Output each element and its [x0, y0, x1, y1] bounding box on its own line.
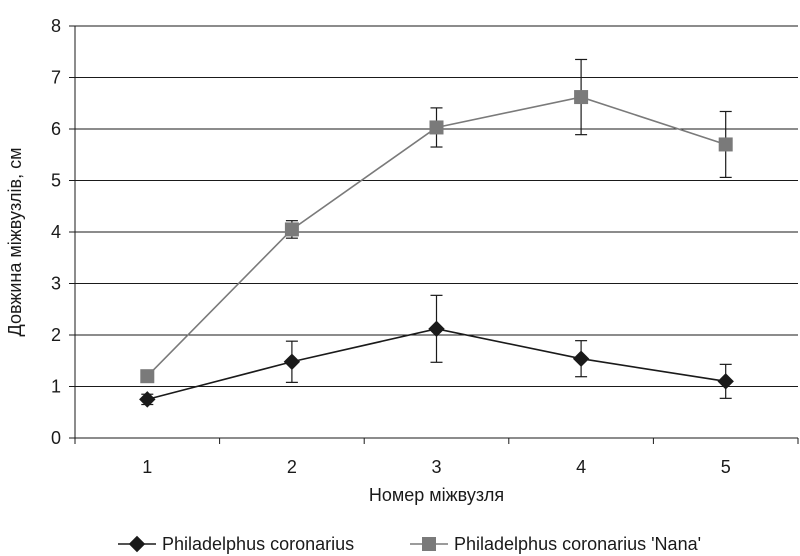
axes: 0 1 2 3 4 5 6 7 8 1 2 3 4 5 — [51, 16, 799, 477]
series-0 — [139, 294, 734, 408]
data-point-0-2 — [428, 320, 445, 338]
data-point-1-1 — [284, 222, 299, 237]
y-tick-label-6: 6 — [51, 119, 61, 139]
x-tick-label-3: 4 — [576, 457, 586, 477]
legend-item-1: Philadelphus coronarius 'Nana' — [410, 534, 701, 554]
x-axis-title: Номер міжвузля — [369, 485, 504, 505]
y-tick-label-8: 8 — [51, 16, 61, 36]
legend-label-1: Philadelphus coronarius 'Nana' — [454, 534, 701, 554]
y-tick-label-1: 1 — [51, 377, 61, 397]
data-point-0-0 — [139, 391, 156, 408]
data-point-1-4 — [718, 137, 733, 152]
data-point-1-3 — [574, 90, 589, 105]
x-tick-label-0: 1 — [142, 457, 152, 477]
data-point-0-1 — [283, 353, 301, 370]
y-tick-label-4: 4 — [51, 222, 61, 242]
legend-marker-1 — [422, 537, 436, 551]
y-axis-title: Довжина міжвузлів, см — [5, 148, 25, 337]
legend-marker-0 — [128, 535, 146, 553]
legend-item-0: Philadelphus coronarius — [118, 534, 354, 554]
y-tick-label-7: 7 — [51, 68, 61, 88]
series-layer — [139, 58, 734, 408]
legend: Philadelphus coronarius Philadelphus coro… — [118, 534, 701, 554]
data-point-1-0 — [140, 369, 155, 384]
x-tick-label-2: 3 — [431, 457, 441, 477]
data-point-0-3 — [572, 350, 590, 367]
y-tick-label-2: 2 — [51, 325, 61, 345]
y-tick-label-0: 0 — [51, 428, 61, 448]
y-tick-label-3: 3 — [51, 274, 61, 294]
series-1 — [140, 58, 733, 384]
data-point-0-4 — [717, 373, 734, 390]
legend-label-0: Philadelphus coronarius — [162, 534, 354, 554]
data-point-1-2 — [429, 120, 444, 135]
x-tick-label-4: 5 — [721, 457, 731, 477]
x-tick-label-1: 2 — [287, 457, 297, 477]
y-tick-label-5: 5 — [51, 171, 61, 191]
